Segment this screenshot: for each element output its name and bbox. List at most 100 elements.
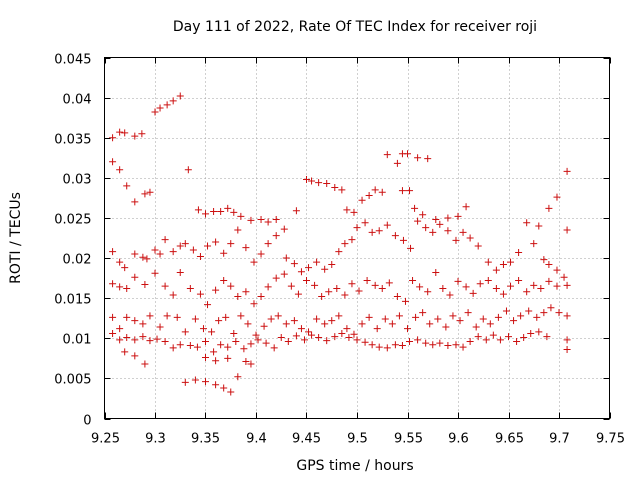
data-point <box>156 250 164 258</box>
data-point <box>303 175 310 183</box>
data-point <box>305 264 313 272</box>
data-point <box>466 337 474 345</box>
data-point <box>247 360 255 368</box>
data-point <box>169 344 177 352</box>
data-point <box>202 354 209 362</box>
data-point <box>305 328 313 336</box>
data-point <box>474 242 482 250</box>
x-tick-label: 9.4 <box>246 432 267 447</box>
data-point <box>146 312 154 320</box>
data-point <box>247 340 255 348</box>
data-point <box>313 315 321 323</box>
data-point <box>274 312 282 320</box>
data-point <box>116 283 124 291</box>
data-point <box>272 232 280 240</box>
data-point <box>401 297 409 305</box>
data-point <box>151 246 159 254</box>
data-point <box>540 256 548 264</box>
data-point <box>224 204 232 212</box>
data-point <box>234 293 242 301</box>
data-point <box>186 341 194 349</box>
data-point <box>280 225 288 233</box>
data-point <box>250 300 258 308</box>
y-tick-label: 0.035 <box>54 133 91 148</box>
data-point <box>545 260 553 268</box>
data-point <box>227 388 235 396</box>
data-point <box>365 313 373 321</box>
data-point <box>303 277 310 285</box>
data-point <box>121 129 129 137</box>
data-point <box>385 279 393 287</box>
data-point <box>109 329 117 337</box>
data-point <box>308 331 316 339</box>
data-point <box>338 329 346 337</box>
data-point <box>535 222 543 230</box>
data-point <box>371 281 379 289</box>
x-tick-label: 9.25 <box>91 432 120 447</box>
data-point <box>169 97 177 105</box>
x-tick-label: 9.75 <box>596 432 625 447</box>
data-point <box>525 307 533 315</box>
data-point <box>224 343 232 351</box>
data-point <box>416 283 424 291</box>
data-point <box>217 208 225 216</box>
data-point <box>515 277 523 285</box>
data-point <box>341 291 349 299</box>
data-point <box>116 128 124 136</box>
data-point <box>434 315 442 323</box>
data-point <box>432 268 440 276</box>
data-point <box>361 338 369 346</box>
data-point <box>412 313 420 321</box>
data-point <box>444 214 452 222</box>
data-point <box>181 378 189 386</box>
data-point <box>294 290 302 298</box>
data-point <box>383 151 391 159</box>
data-point <box>257 216 265 224</box>
data-point <box>484 258 492 266</box>
data-point <box>563 346 571 354</box>
data-point <box>220 384 228 392</box>
data-point <box>328 317 336 325</box>
data-point <box>116 336 124 344</box>
data-point <box>116 166 124 174</box>
data-point <box>444 341 452 349</box>
data-point <box>297 268 305 276</box>
data-point <box>254 336 262 344</box>
data-point <box>109 313 117 321</box>
data-point <box>414 217 422 225</box>
data-point <box>161 337 169 345</box>
data-point <box>153 335 161 343</box>
data-point <box>331 183 339 191</box>
data-point <box>371 186 379 194</box>
x-tick-label: 9.35 <box>191 432 220 447</box>
data-point <box>141 281 149 289</box>
data-point <box>343 206 351 214</box>
data-point <box>331 333 339 341</box>
data-point <box>237 312 245 320</box>
data-point <box>348 280 356 288</box>
data-point <box>176 242 184 250</box>
data-point <box>341 240 349 248</box>
data-point <box>404 325 411 333</box>
data-point <box>391 341 399 349</box>
data-point <box>414 154 422 162</box>
data-point <box>399 236 407 244</box>
data-point <box>553 266 561 274</box>
data-point <box>121 348 129 356</box>
data-point <box>242 244 250 252</box>
data-point <box>163 101 171 109</box>
data-point <box>479 315 487 323</box>
data-point <box>123 333 131 341</box>
data-point <box>411 204 419 212</box>
data-point <box>513 337 521 345</box>
data-point <box>262 339 270 347</box>
data-point <box>323 337 331 345</box>
data-point <box>424 155 432 163</box>
data-point <box>381 315 389 323</box>
data-point <box>131 317 139 325</box>
y-tick-label: 0.005 <box>54 373 91 388</box>
data-point <box>442 323 450 331</box>
data-point <box>240 345 248 353</box>
data-point <box>308 177 316 185</box>
data-point <box>393 293 401 301</box>
